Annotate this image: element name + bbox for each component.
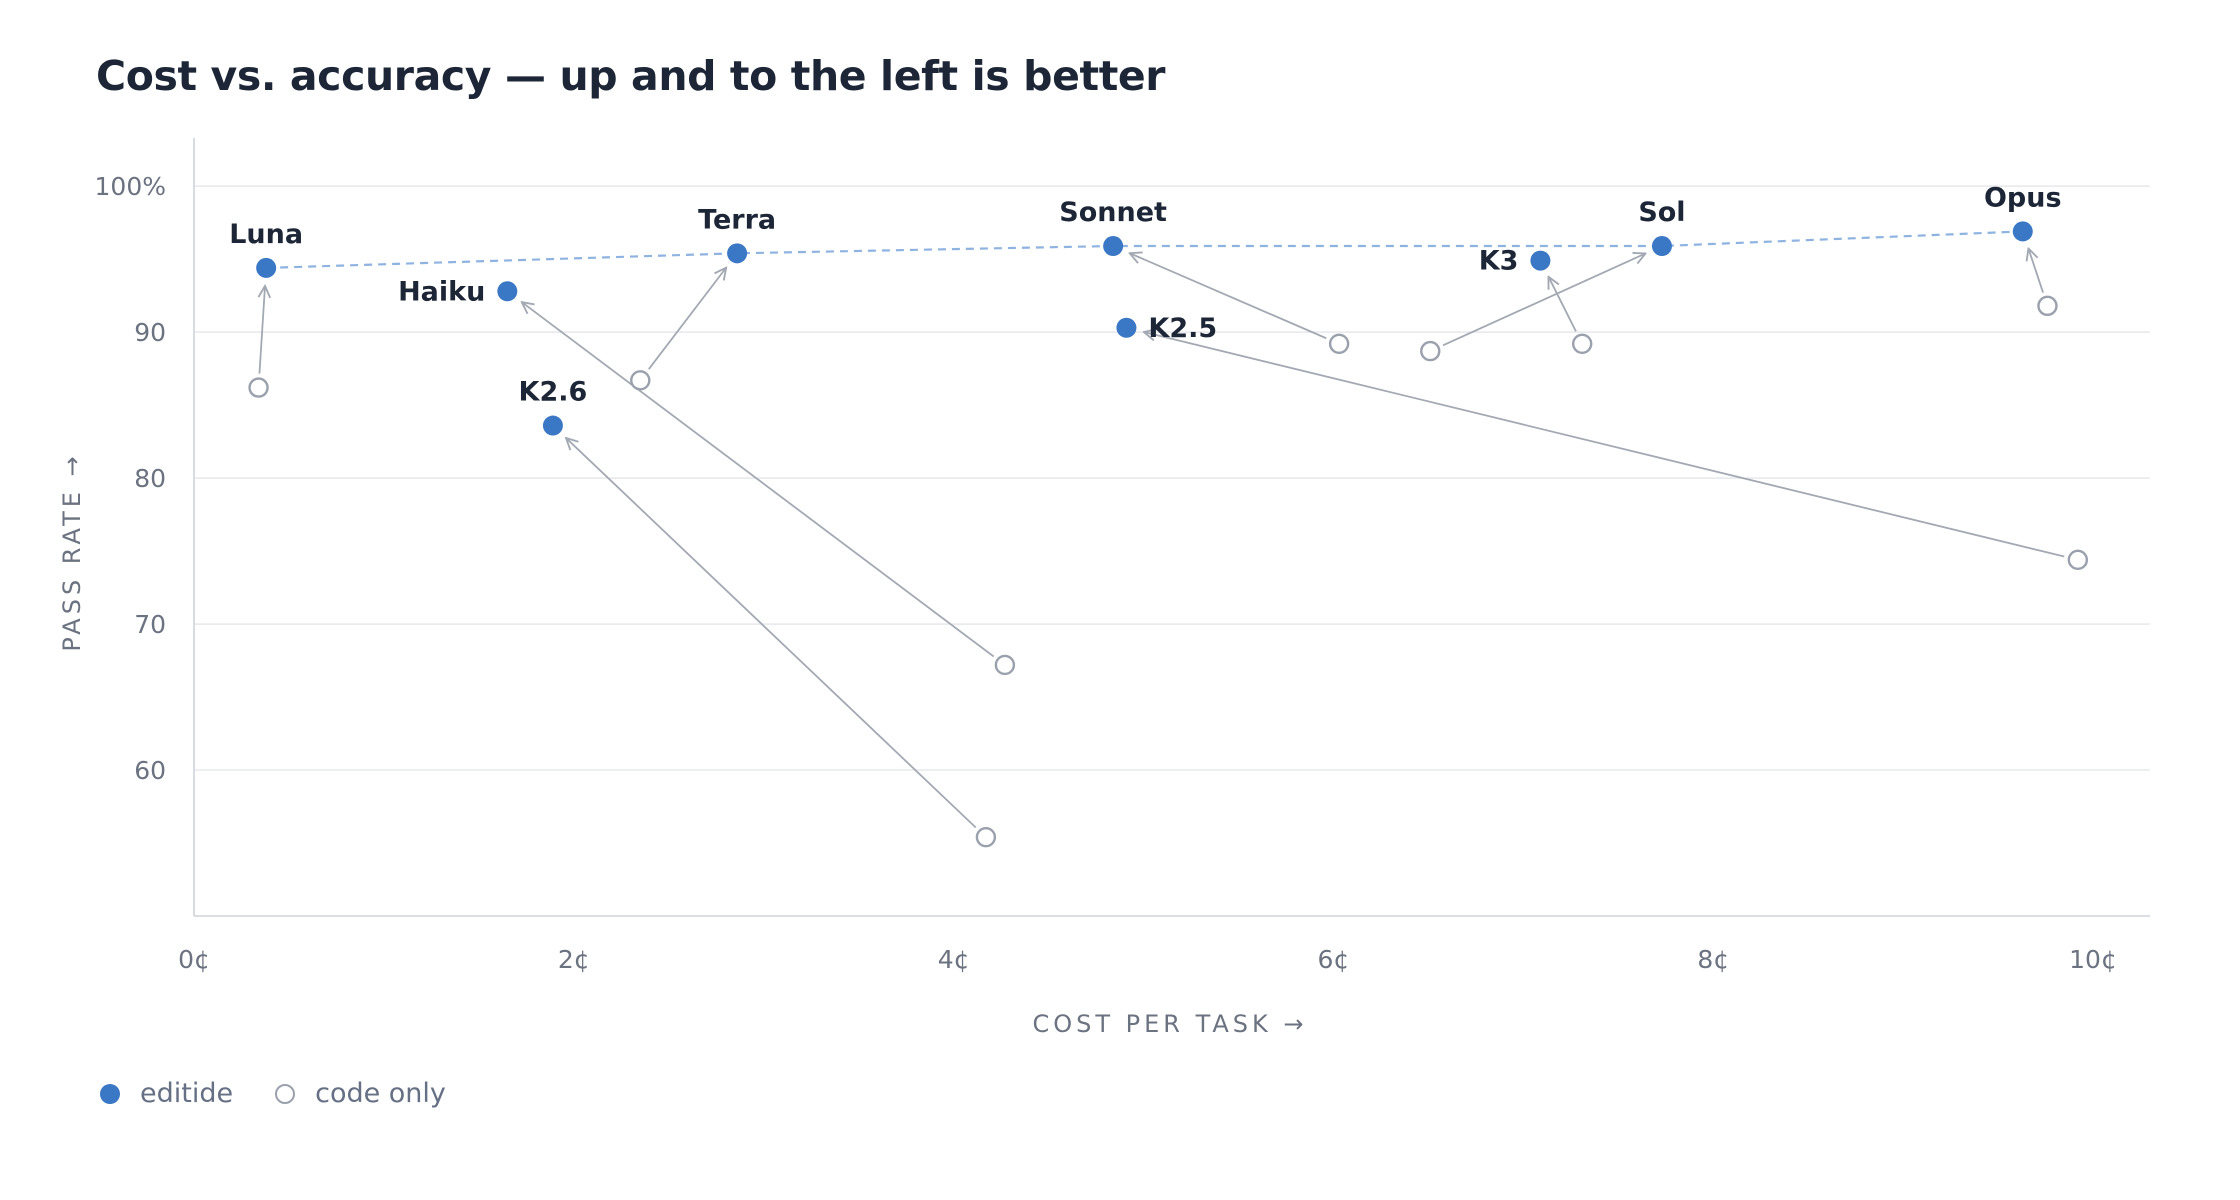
grid-lines xyxy=(194,185,2150,771)
point-label-k3: K3 xyxy=(1479,246,1519,277)
arrow-sonnet xyxy=(1130,253,1327,340)
editide-point-k3 xyxy=(1530,250,1551,271)
arrow-luna xyxy=(259,286,265,374)
editide-point-luna xyxy=(256,257,277,278)
editide-point-sonnet xyxy=(1103,236,1124,257)
x-tick-label: 8¢ xyxy=(1697,945,1729,974)
arrow-opus xyxy=(2028,249,2044,293)
editide-point-sol xyxy=(1651,236,1672,257)
arrow-sol xyxy=(1442,253,1646,347)
code-only-point-k3 xyxy=(1571,333,1593,355)
editide-point-haiku xyxy=(497,281,518,302)
frontier-dashed-line xyxy=(266,230,2023,270)
editide-point-terra xyxy=(727,243,748,264)
editide-points xyxy=(256,221,2033,436)
arrow-k3 xyxy=(1548,277,1577,332)
code-only-point-opus xyxy=(2037,295,2058,317)
y-tick-label: 90 xyxy=(134,318,166,347)
legend: editide code only xyxy=(100,1078,488,1109)
code-only-point-luna xyxy=(248,377,269,398)
arrow-k2-6 xyxy=(566,438,977,829)
code-only-point-k2-6 xyxy=(975,826,997,848)
point-label-k2-6: K2.6 xyxy=(519,377,588,408)
editide-point-k2-5 xyxy=(1116,317,1137,338)
y-tick-label: 100% xyxy=(95,172,166,201)
code-only-point-sonnet xyxy=(1328,333,1350,355)
point-labels: Luna Haiku K2.6 Terra Sonnet K2.5 K3 Sol Opus xyxy=(229,182,2061,407)
legend-label-code-only: code only xyxy=(315,1078,446,1109)
point-label-k2-5: K2.5 xyxy=(1148,313,1217,344)
point-label-luna: Luna xyxy=(229,219,303,250)
point-label-sonnet: Sonnet xyxy=(1059,197,1167,228)
legend-item-editide: editide xyxy=(100,1078,233,1109)
code-only-point-terra xyxy=(630,370,651,391)
chart-title: Cost vs. accuracy — up and to the left i… xyxy=(96,52,1166,100)
x-tick-label: 0¢ xyxy=(178,945,210,974)
x-axis-label: COST PER TASK → xyxy=(1032,1010,1307,1038)
point-label-opus: Opus xyxy=(1984,182,2062,213)
x-tick-label: 10¢ xyxy=(2069,945,2117,974)
point-label-haiku: Haiku xyxy=(398,276,485,307)
x-tick-label: 4¢ xyxy=(938,945,970,974)
point-label-terra: Terra xyxy=(698,204,776,235)
x-tick-label: 6¢ xyxy=(1318,945,1350,974)
improvement-arrows xyxy=(259,249,2065,829)
filled-circle-icon xyxy=(100,1083,120,1104)
hollow-circle-icon xyxy=(275,1083,296,1104)
y-axis-label: PASS RATE → xyxy=(58,452,86,651)
legend-label-editide: editide xyxy=(140,1078,234,1109)
frontier-line xyxy=(266,230,2023,270)
editide-point-opus xyxy=(2012,221,2033,242)
code-only-point-k2-5 xyxy=(2067,549,2089,571)
arrow-k2-5 xyxy=(1144,332,2065,558)
y-tick-label: 80 xyxy=(134,464,166,493)
axes: 60 70 80 90 100% 0¢ 2¢ 4¢ 6¢ 8¢ 10¢ xyxy=(95,138,2150,974)
code-only-point-haiku xyxy=(994,654,1016,676)
y-tick-label: 60 xyxy=(134,756,166,785)
editide-point-k2-6 xyxy=(542,415,563,436)
arrow-terra xyxy=(648,268,726,370)
legend-item-code-only: code only xyxy=(275,1078,446,1109)
y-tick-label: 70 xyxy=(134,610,166,639)
point-label-sol: Sol xyxy=(1638,197,1685,228)
arrow-haiku xyxy=(522,302,995,658)
code-only-points xyxy=(248,295,2089,848)
code-only-point-sol xyxy=(1420,340,1441,362)
x-tick-label: 2¢ xyxy=(558,945,590,974)
